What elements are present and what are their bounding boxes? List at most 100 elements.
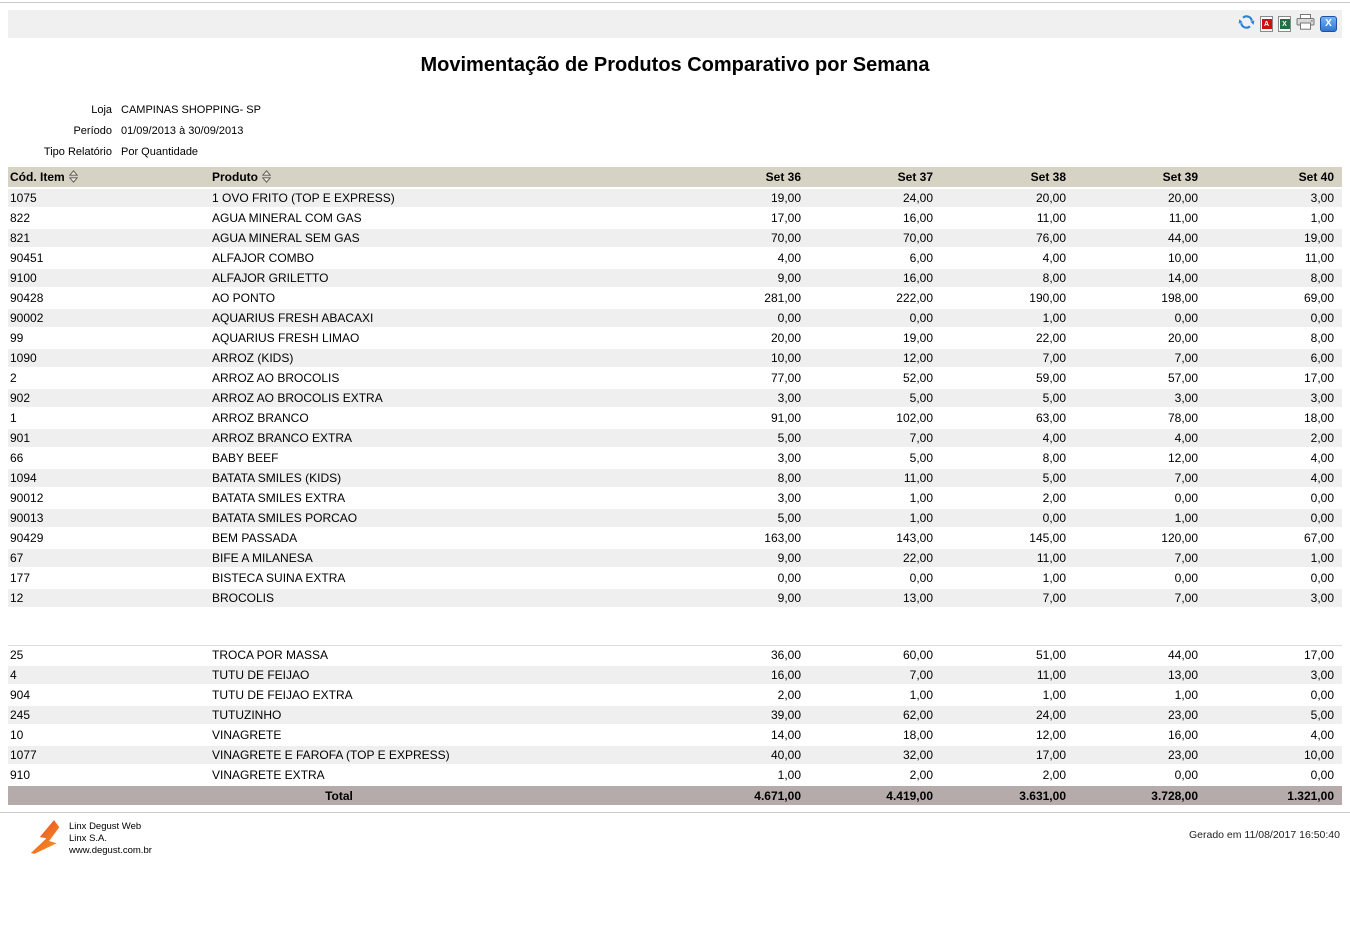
table-row: 90013 BATATA SMILES PORCAO 5,00 1,00 0,00 1,0… xyxy=(8,508,1342,529)
qty-cell: 0,00 xyxy=(1206,508,1342,529)
qty-cell: 52,00 xyxy=(809,368,941,389)
refresh-button[interactable] xyxy=(1238,14,1255,35)
table-row: 177 BISTECA SUINA EXTRA 0,00 0,00 1,00 0,00 0,… xyxy=(8,568,1342,589)
close-button[interactable]: X xyxy=(1320,16,1337,32)
column-header-cod-item[interactable]: Cód. Item xyxy=(8,167,210,189)
qty-cell: 145,00 xyxy=(941,528,1074,549)
qty-cell: 39,00 xyxy=(676,705,809,726)
table-row: 1094 BATATA SMILES (KIDS) 8,00 11,00 5,00 7,0… xyxy=(8,468,1342,489)
product-cell: ARROZ AO BROCOLIS xyxy=(210,368,676,389)
product-cell: ARROZ BRANCO EXTRA xyxy=(210,428,676,449)
total-set-36: 4.671,00 xyxy=(676,784,809,805)
company-name: Linx S.A. xyxy=(69,833,108,844)
qty-cell: 22,00 xyxy=(941,328,1074,349)
export-excel-button[interactable]: X xyxy=(1278,16,1291,32)
product-cell: BROCOLIS xyxy=(210,588,676,609)
column-header-produto[interactable]: Produto xyxy=(210,167,676,189)
qty-cell: 5,00 xyxy=(809,388,941,409)
qty-cell: 5,00 xyxy=(809,448,941,469)
item-code-cell: 99 xyxy=(8,328,210,349)
item-code-cell: 90429 xyxy=(8,528,210,549)
qty-cell: 0,00 xyxy=(1074,488,1206,509)
qty-cell: 9,00 xyxy=(676,268,809,289)
table-row: 90002 AQUARIUS FRESH ABACAXI 0,00 0,00 1,00 0… xyxy=(8,308,1342,329)
table-row: 90429 BEM PASSADA 163,00 143,00 145,00 120,00… xyxy=(8,528,1342,549)
qty-cell: 4,00 xyxy=(1074,428,1206,449)
product-cell: AGUA MINERAL SEM GAS xyxy=(210,228,676,249)
qty-cell: 51,00 xyxy=(941,645,1074,666)
product-cell: ALFAJOR GRILETTO xyxy=(210,268,676,289)
qty-cell: 1,00 xyxy=(809,685,941,706)
qty-cell: 70,00 xyxy=(809,228,941,249)
product-cell: BATATA SMILES EXTRA xyxy=(210,488,676,509)
qty-cell: 8,00 xyxy=(676,468,809,489)
column-header-set-37: Set 37 xyxy=(809,167,941,189)
total-set-37: 4.419,00 xyxy=(809,784,941,805)
qty-cell: 0,00 xyxy=(1206,765,1342,786)
page-title: Movimentação de Produtos Comparativo por… xyxy=(420,54,930,76)
excel-badge-letter: X xyxy=(1279,19,1290,29)
product-cell: BEM PASSADA xyxy=(210,528,676,549)
item-code-cell: 90451 xyxy=(8,248,210,269)
qty-cell: 3,00 xyxy=(1074,388,1206,409)
qty-cell: 4,00 xyxy=(1206,468,1342,489)
qty-cell: 9,00 xyxy=(676,548,809,569)
qty-cell: 0,00 xyxy=(1206,308,1342,329)
periodo-label: Período xyxy=(73,125,112,137)
export-pdf-button[interactable]: A xyxy=(1260,16,1273,32)
pdf-badge-letter: A xyxy=(1261,19,1272,29)
qty-cell: 76,00 xyxy=(941,228,1074,249)
top-divider xyxy=(0,2,1350,3)
qty-cell: 0,00 xyxy=(676,568,809,589)
product-cell: AQUARIUS FRESH ABACAXI xyxy=(210,308,676,329)
total-set-39: 3.728,00 xyxy=(1074,784,1206,805)
item-code-cell: 9100 xyxy=(8,268,210,289)
table-row: 1 ARROZ BRANCO 91,00 102,00 63,00 78,00 18,00 xyxy=(8,408,1342,429)
qty-cell: 19,00 xyxy=(676,188,809,209)
column-header-set-40: Set 40 xyxy=(1206,167,1342,189)
qty-cell: 2,00 xyxy=(941,488,1074,509)
brand-text: Linx Degust Web Linx S.A. www.degust.com… xyxy=(69,818,152,861)
loja-value: CAMPINAS SHOPPING- SP xyxy=(121,104,261,116)
table-row: 2 ARROZ AO BROCOLIS 77,00 52,00 59,00 57,00 17… xyxy=(8,368,1342,389)
table-row: 90451 ALFAJOR COMBO 4,00 6,00 4,00 10,00 11,00 xyxy=(8,248,1342,269)
qty-cell: 11,00 xyxy=(809,468,941,489)
qty-cell: 5,00 xyxy=(941,388,1074,409)
product-cell: ARROZ AO BROCOLIS EXTRA xyxy=(210,388,676,409)
table-row: 904 TUTU DE FEIJAO EXTRA 2,00 1,00 1,00 1,00 0… xyxy=(8,685,1342,706)
qty-cell: 70,00 xyxy=(676,228,809,249)
qty-cell: 44,00 xyxy=(1074,228,1206,249)
qty-cell: 0,00 xyxy=(1206,488,1342,509)
table-body-bottom: 25 TROCA POR MASSA 36,00 60,00 51,00 44,00 17,… xyxy=(8,645,1342,786)
item-code-cell: 822 xyxy=(8,208,210,229)
qty-cell: 8,00 xyxy=(1206,328,1342,349)
qty-cell: 3,00 xyxy=(1206,665,1342,686)
product-cell: VINAGRETE E FAROFA (TOP E EXPRESS) xyxy=(210,745,676,766)
qty-cell: 7,00 xyxy=(809,428,941,449)
qty-cell: 0,00 xyxy=(676,308,809,329)
qty-cell: 9,00 xyxy=(676,588,809,609)
qty-cell: 23,00 xyxy=(1074,745,1206,766)
item-code-cell: 1090 xyxy=(8,348,210,369)
qty-cell: 10,00 xyxy=(1206,745,1342,766)
report-table: Cód. Item Produto Set 36 Set 37 Set 38 S… xyxy=(8,167,1342,805)
item-code-cell: 90013 xyxy=(8,508,210,529)
product-cell: ALFAJOR COMBO xyxy=(210,248,676,269)
qty-cell: 120,00 xyxy=(1074,528,1206,549)
print-button[interactable] xyxy=(1296,13,1315,35)
qty-cell: 163,00 xyxy=(676,528,809,549)
qty-cell: 17,00 xyxy=(1206,645,1342,666)
qty-cell: 36,00 xyxy=(676,645,809,666)
qty-cell: 7,00 xyxy=(1074,468,1206,489)
qty-cell: 16,00 xyxy=(676,665,809,686)
table-row: 10 VINAGRETE 14,00 18,00 12,00 16,00 4,00 xyxy=(8,725,1342,746)
qty-cell: 67,00 xyxy=(1206,528,1342,549)
qty-cell: 8,00 xyxy=(1206,268,1342,289)
product-cell: TROCA POR MASSA xyxy=(210,645,676,666)
refresh-icon xyxy=(1238,14,1255,35)
qty-cell: 1,00 xyxy=(809,488,941,509)
qty-cell: 0,00 xyxy=(941,508,1074,529)
product-cell: AQUARIUS FRESH LIMAO xyxy=(210,328,676,349)
generated-timestamp: Gerado em 11/08/2017 16:50:40 xyxy=(1188,829,1340,841)
product-cell: VINAGRETE xyxy=(210,725,676,746)
